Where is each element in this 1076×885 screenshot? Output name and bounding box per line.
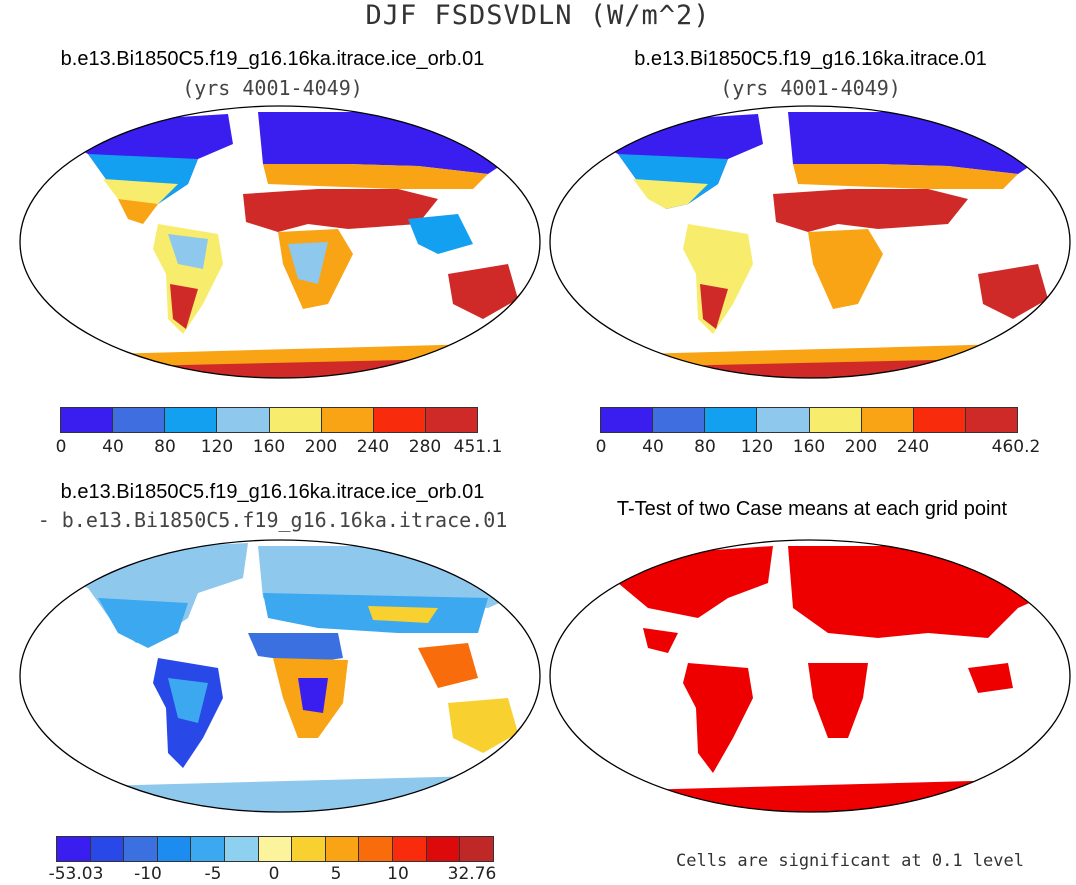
colorbar-swatch [57,837,91,861]
colorbar-swatch [217,408,270,432]
colorbar-swatch [426,837,461,861]
figure-title: DJF FSDSVDLN (W/m^2) [365,0,711,31]
south-america-south-field [700,284,728,329]
panel-subtitle-top-right: (yrs 4001-4049) [720,76,901,100]
tick-label: 5 [330,864,342,884]
africa-asia-field [773,189,968,232]
tick-label: 10 [387,864,409,884]
north-america-mid-field [618,154,728,209]
map-top-right [549,105,1071,379]
colorbar-swatch [165,408,218,432]
tick-label: 160 [252,437,286,457]
south-america-field [153,224,223,334]
tick-label: 160 [792,437,826,457]
tick-label: 120 [200,437,234,457]
tick-label: 40 [102,437,124,457]
colorbar-swatch [965,408,1017,432]
tick-label: 240 [356,437,390,457]
eurasia-mid-field [793,164,1018,189]
tick-label: 32.76 [447,864,497,884]
tick-label: -10 [134,864,162,884]
colorbar-swatch [292,837,326,861]
colorbar-swatch [653,408,706,432]
australia-field [978,264,1048,319]
panel-title-bottom-left: b.e13.Bi1850C5.f19_g16.16ka.itrace.ice_o… [60,481,485,503]
colorbar-swatch [157,837,192,861]
tick-label: 0 [55,437,67,457]
africa-negative-field [298,678,328,713]
panel-title-top-right: b.e13.Bi1850C5.f19_g16.16ka.itrace.01 [634,48,987,70]
tick-label: 200 [844,437,878,457]
australia-field [448,698,518,753]
tick-label: 80 [694,437,716,457]
significance-note: Cells are significant at 0.1 level [676,851,1024,871]
colorbar-swatch [124,837,158,861]
tick-label: 120 [740,437,774,457]
colorbar-swatch [705,408,758,432]
tick-label: 460.2 [991,437,1041,457]
panel-title-bottom-right: T-Test of two Case means at each grid po… [616,498,1008,520]
colorbar-swatch [269,408,322,432]
colorbar-swatch [393,837,427,861]
sig-south-america [683,663,753,773]
north-america-south-field [633,179,708,209]
tick-label: 0 [268,864,280,884]
colorbar-swatch [460,837,493,861]
maritime-field [418,643,478,688]
tick-label: 0 [595,437,607,457]
colorbar-swatch [425,408,477,432]
colorbar-swatch [258,837,293,861]
tick-label: 240 [896,437,930,457]
colorbar-swatch [113,408,166,432]
panel-subtitle-top-left: (yrs 4001-4049) [182,76,363,100]
colorbar-swatch [359,837,394,861]
sig-maritime [968,663,1013,693]
north-america-mid-field [98,598,188,648]
colorbar-swatch [61,408,114,432]
asia-positive-field [368,606,438,623]
colorbar-swatch [861,408,914,432]
colorbar-swatch [373,408,426,432]
tick-label: 280 [408,437,442,457]
map-bottom-left [19,539,541,813]
colorbar-swatch [913,408,966,432]
tick-label: -5 [204,864,222,884]
colorbar-swatch [757,408,810,432]
panel-subtitle-bottom-left: - b.e13.Bi1850C5.f19_g16.16ka.itrace.01 [37,508,508,532]
sig-central-america [643,628,678,653]
colorbar-swatch [321,408,374,432]
sahara-field [248,633,343,663]
tick-label: 40 [642,437,664,457]
colorbar-top-left [60,407,478,433]
colorbar-swatch [191,837,226,861]
colorbar-swatch [809,408,862,432]
tick-label: 451.1 [453,437,503,457]
panel-title-top-left: b.e13.Bi1850C5.f19_g16.16ka.itrace.ice_o… [60,48,485,70]
map-border [19,105,541,379]
colorbar-swatch [225,837,259,861]
tick-label: -53.03 [48,864,104,884]
colorbar-top-right [600,407,1018,433]
tick-label: 80 [154,437,176,457]
south-america-mid-field [168,678,208,723]
map-top-left [19,105,541,379]
sig-africa [808,663,868,738]
colorbar-swatch [601,408,654,432]
africa-south-field [808,229,883,309]
map-border [549,105,1071,379]
colorbar-bottom-left [56,836,494,862]
map-border [549,539,1071,813]
tick-label: 200 [304,437,338,457]
map-border [19,539,541,813]
south-america-field [683,224,753,334]
map-bottom-right [549,539,1071,813]
colorbar-swatch [90,837,125,861]
colorbar-swatch [325,837,360,861]
